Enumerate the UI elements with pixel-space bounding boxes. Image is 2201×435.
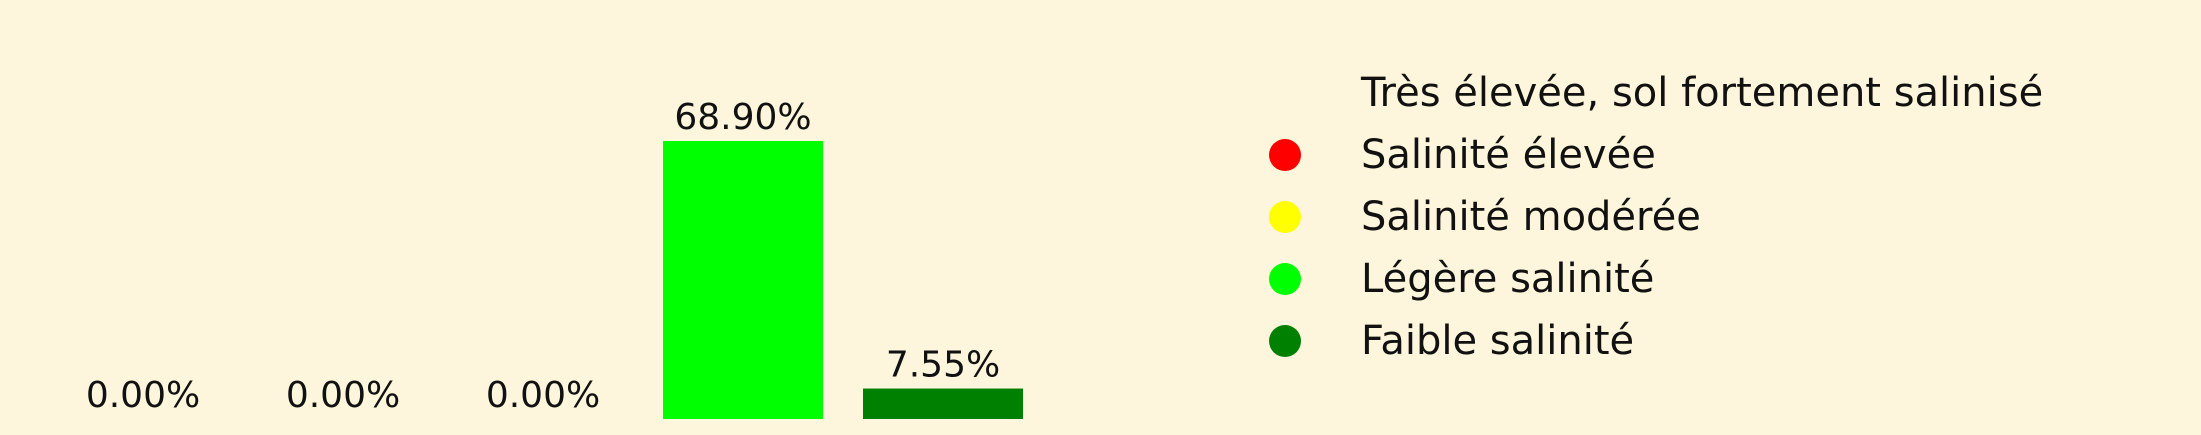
legend-label: Salinité modérée [1361,194,1701,240]
bar-value-label-2: 0.00% [486,375,600,416]
bar-plot: 0.00% 0.00% 0.00% 68.90% 7.55% [86,97,1023,419]
bar-value-label-4: 7.55% [886,345,1000,386]
legend-label: Faible salinité [1361,318,1635,364]
bar-value-label-3: 68.90% [674,97,811,138]
bar-value-label-1: 0.00% [286,375,400,416]
bar-4 [863,388,1023,419]
legend-label: Très élevée, sol fortement salinisé [1361,70,2044,116]
legend-dot-icon [1269,263,1301,295]
legend-dot-icon [1269,325,1301,357]
legend-label: Salinité élevée [1361,132,1656,178]
bar-value-label-0: 0.00% [86,375,200,416]
bar-3 [663,141,823,419]
legend-dot-icon [1269,77,1301,109]
legend-label: Légère salinité [1361,256,1655,302]
legend-dot-icon [1269,139,1301,171]
legend-dot-icon [1269,201,1301,233]
